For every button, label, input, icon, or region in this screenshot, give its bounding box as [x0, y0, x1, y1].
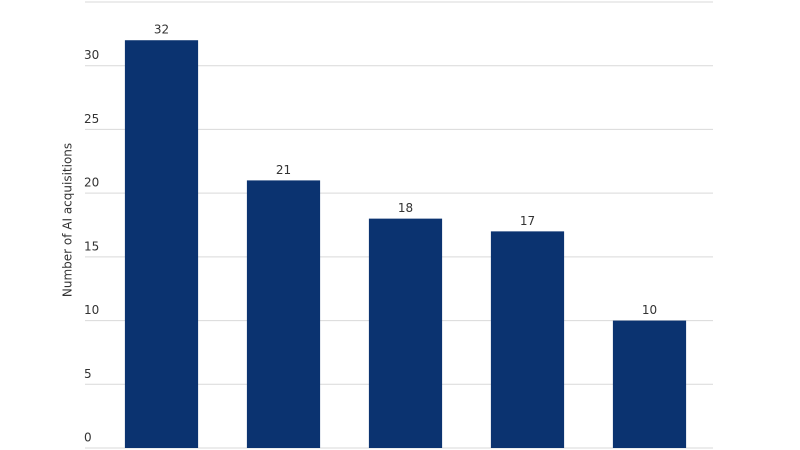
bar: [368, 218, 443, 448]
bar: [612, 320, 687, 448]
data-label: 10: [642, 303, 657, 317]
bar: [246, 180, 321, 448]
bar: [490, 231, 565, 448]
data-label: 18: [398, 201, 413, 215]
bar: [124, 40, 199, 448]
y-axis-label: Number of AI acquisitions: [61, 143, 75, 297]
y-tick-label: 5: [84, 367, 92, 381]
data-label: 21: [276, 163, 291, 177]
y-tick-label: 20: [84, 176, 99, 190]
data-label: 17: [520, 214, 535, 228]
y-tick-label: 10: [84, 303, 99, 317]
y-tick-label: 15: [84, 239, 99, 253]
data-label: 32: [154, 23, 169, 37]
y-tick-label: 25: [84, 112, 99, 126]
y-tick-label: 0: [84, 431, 92, 445]
y-tick-label: 30: [84, 48, 99, 62]
